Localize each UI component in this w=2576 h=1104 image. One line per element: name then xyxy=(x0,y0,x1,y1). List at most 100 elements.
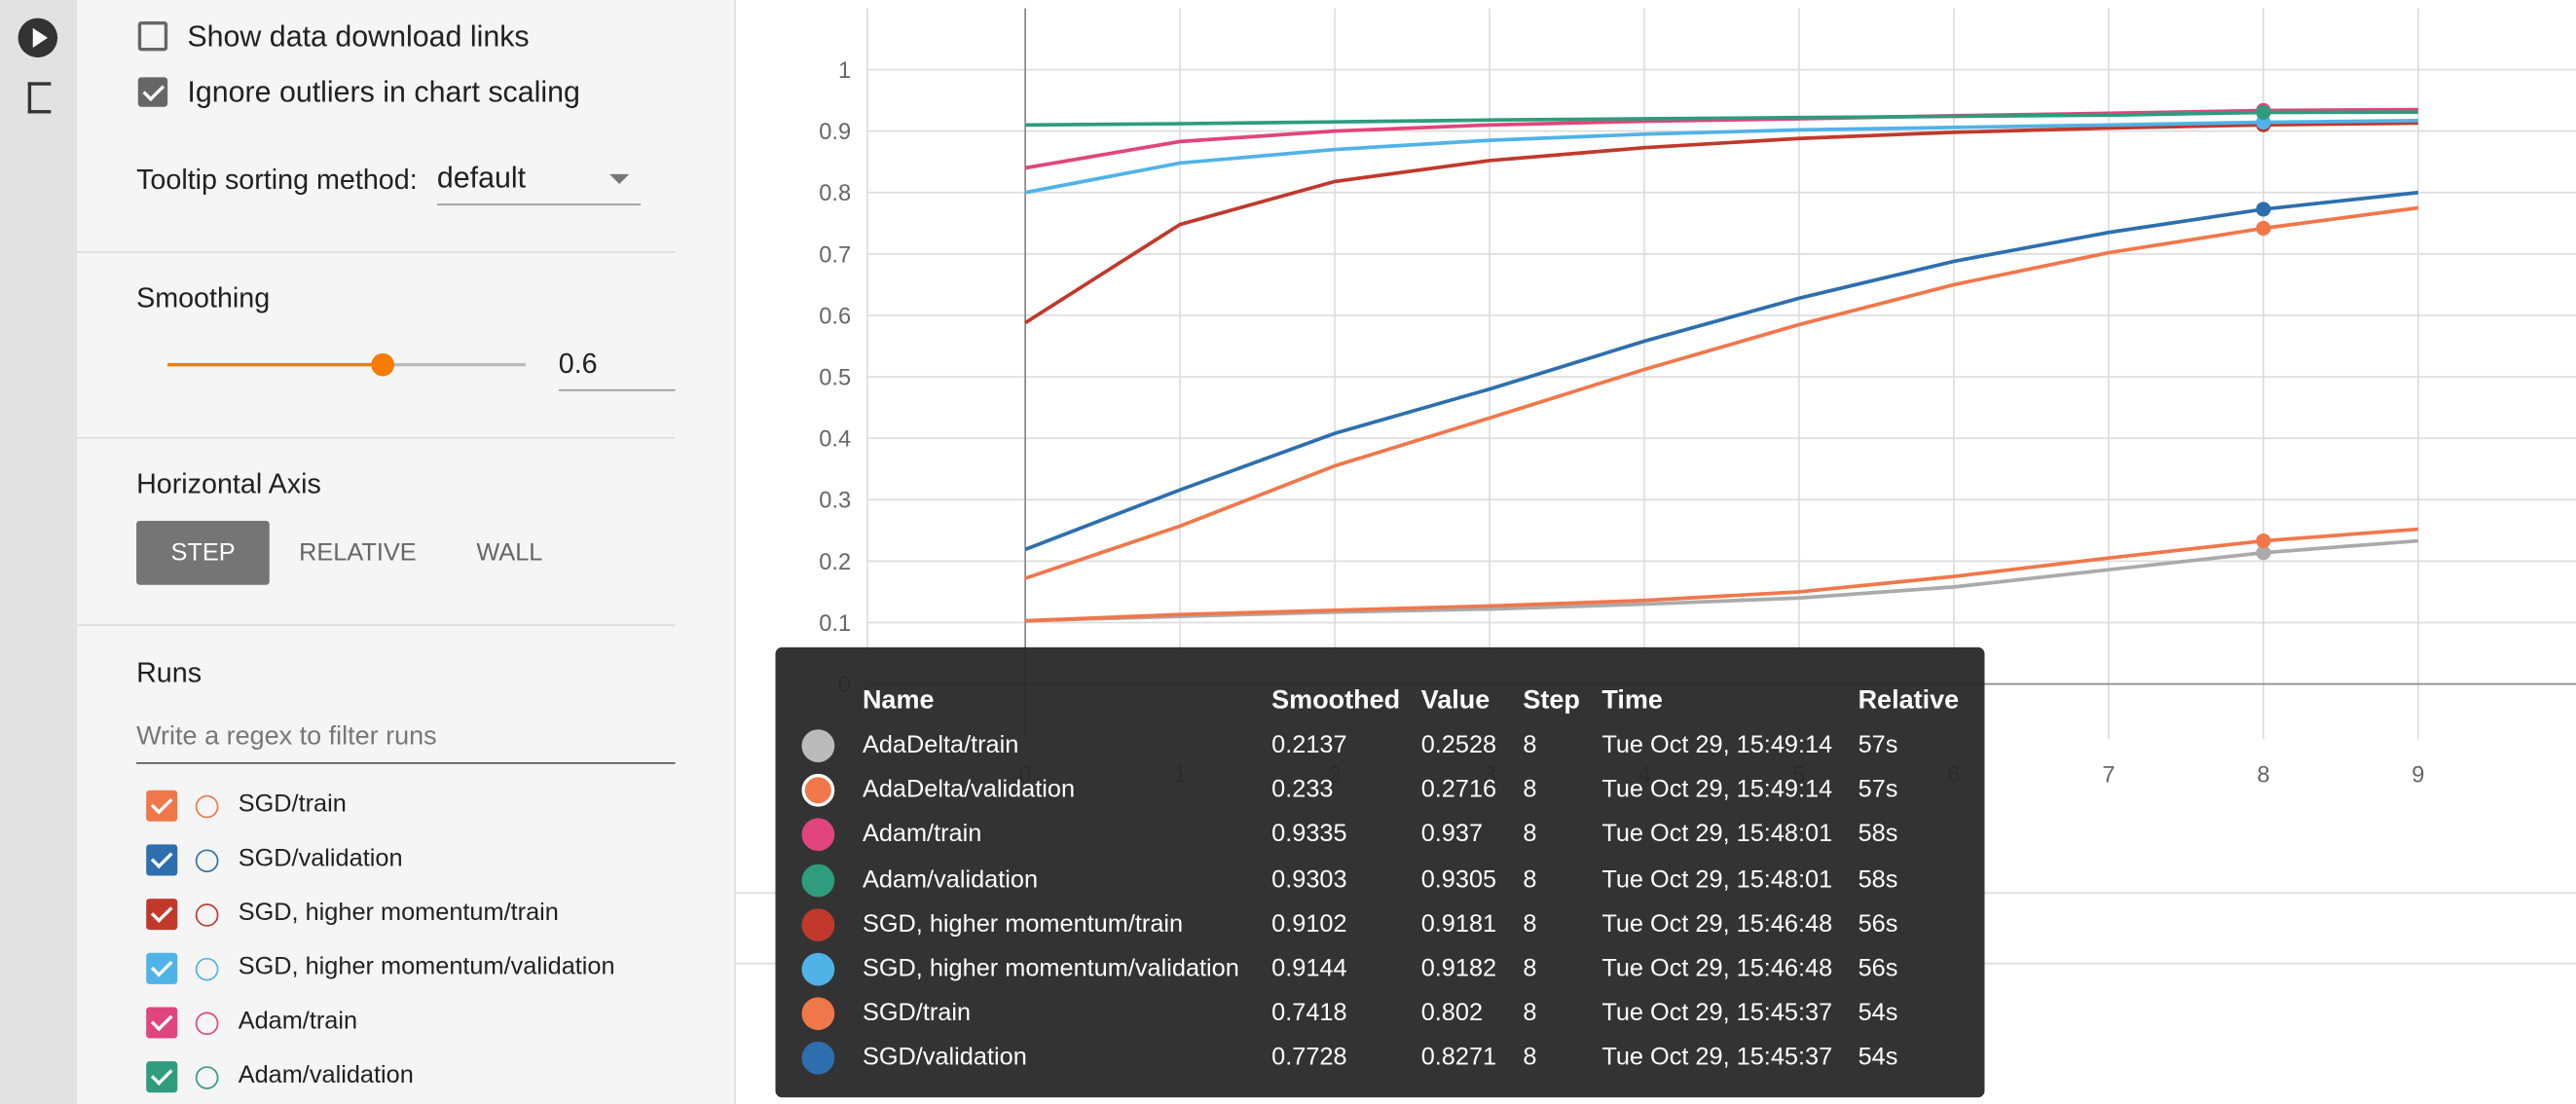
axis-option[interactable]: STEP xyxy=(136,520,271,585)
legend-entry: SGD, higher momentum/validation xyxy=(238,952,615,981)
tooltip: Name Smoothed Value Step Time Relative AdaDelt… xyxy=(775,646,1985,1098)
slider-thumb[interactable] xyxy=(371,352,394,377)
section-title: Smoothing xyxy=(136,282,271,314)
tooltip-cell: 8 xyxy=(1523,775,1537,804)
run-color[interactable] xyxy=(195,794,219,819)
x-tick-label: 7 xyxy=(2102,762,2115,788)
x-tick-label: 9 xyxy=(2411,762,2424,788)
run-dot xyxy=(801,774,835,807)
tooltip-cell: 8 xyxy=(1523,865,1537,894)
y-tick-label: 0.9 xyxy=(819,120,851,145)
y-tick-label: 0.1 xyxy=(819,611,851,637)
run-checkbox[interactable] xyxy=(146,952,178,984)
run-dot xyxy=(801,1042,835,1076)
series-line xyxy=(1024,121,2418,325)
logout-button[interactable] xyxy=(27,82,52,114)
tooltip-cell: 0.9181 xyxy=(1420,909,1497,938)
tooltip-cell: Tue Oct 29, 15:48:01 xyxy=(1601,820,1833,849)
run-color[interactable] xyxy=(195,1012,219,1036)
run-checkbox[interactable] xyxy=(146,899,178,931)
run-color[interactable] xyxy=(195,903,219,927)
y-tick-label: 0.7 xyxy=(819,242,851,268)
hover-point xyxy=(2256,220,2271,237)
tooltip-cell: 57s xyxy=(1858,775,1898,804)
tooltip-cell: 8 xyxy=(1523,730,1537,759)
hover-point xyxy=(2256,533,2271,549)
run-dot xyxy=(801,952,835,986)
hover-point xyxy=(2256,545,2271,561)
option-label: Ignore outliers in chart scaling xyxy=(187,75,580,109)
series-line xyxy=(1024,205,2419,580)
tooltip-cell: 54s xyxy=(1858,999,1898,1028)
tooltip-cell: Tue Oct 29, 15:46:48 xyxy=(1601,954,1833,983)
series-line xyxy=(1025,538,2418,623)
tooltip-cell: SGD/validation xyxy=(862,1044,1027,1072)
tooltip-cell: SGD, higher momentum/train xyxy=(862,909,1184,938)
legend-entry: SGD/validation xyxy=(238,844,403,873)
tooltip-cell: Tue Oct 29, 15:45:37 xyxy=(1601,999,1833,1028)
y-tick-label: 0.5 xyxy=(819,365,851,390)
divider xyxy=(77,436,676,439)
series-line xyxy=(1024,190,2419,552)
icon-rail xyxy=(0,0,78,1104)
tooltip-cell: 8 xyxy=(1523,1044,1537,1072)
hover-point xyxy=(2256,104,2271,121)
dropdown-arrow[interactable] xyxy=(609,173,630,184)
filter-input: Write a regex to filter runs xyxy=(136,723,676,764)
tooltip-cell: 0.2137 xyxy=(1271,730,1347,759)
tooltip-cell: 0.937 xyxy=(1420,820,1484,849)
run-button[interactable] xyxy=(18,18,58,58)
x-tick-label: 8 xyxy=(2257,762,2269,788)
checkbox[interactable] xyxy=(137,20,168,52)
run-dot xyxy=(801,729,835,762)
run-checkbox[interactable] xyxy=(146,1061,178,1093)
tooltip-cell: 58s xyxy=(1858,865,1898,894)
tooltip-cell: Tue Oct 29, 15:49:14 xyxy=(1601,775,1833,804)
section-title: Horizontal Axis xyxy=(136,467,321,499)
column-header: Time xyxy=(1601,686,1663,716)
label: Tooltip sorting method: xyxy=(136,164,418,196)
dropdown-value: default xyxy=(436,161,642,205)
tooltip-cell: 57s xyxy=(1858,730,1898,759)
section-title: Runs xyxy=(136,657,202,689)
y-tick-label: 0.3 xyxy=(819,489,851,514)
run-color[interactable] xyxy=(195,849,219,873)
divider xyxy=(77,624,676,626)
series-line xyxy=(1025,110,2418,128)
tooltip-cell: 0.9305 xyxy=(1420,865,1497,894)
column-header: Name xyxy=(862,686,935,716)
tooltip-cell: 0.2716 xyxy=(1420,775,1497,804)
checkbox[interactable] xyxy=(137,77,168,107)
tooltip-cell: 54s xyxy=(1858,1044,1898,1072)
legend-entry: SGD, higher momentum/train xyxy=(238,899,559,927)
tooltip-cell: 0.9335 xyxy=(1271,820,1347,849)
tooltip-cell: Tue Oct 29, 15:48:01 xyxy=(1601,865,1833,894)
option-label: Show data download links xyxy=(187,19,530,53)
tooltip-cell: 0.9182 xyxy=(1420,954,1497,983)
tooltip-cell: Tue Oct 29, 15:49:14 xyxy=(1601,730,1833,759)
tooltip-cell: 0.8271 xyxy=(1420,1044,1497,1072)
axis-option[interactable]: RELATIVE xyxy=(299,538,417,568)
slider-fill xyxy=(167,362,383,367)
tooltip-cell: AdaDelta/validation xyxy=(862,775,1076,804)
run-color[interactable] xyxy=(195,1066,219,1089)
axis-option[interactable]: WALL xyxy=(476,538,543,568)
tooltip-cell: 8 xyxy=(1523,820,1537,849)
tooltip-cell: Tue Oct 29, 15:45:37 xyxy=(1601,1044,1833,1072)
run-checkbox[interactable] xyxy=(146,844,178,876)
column-header: Relative xyxy=(1858,686,1960,716)
run-checkbox[interactable] xyxy=(146,1007,178,1039)
series-line xyxy=(1024,119,2418,195)
tooltip-cell: 0.2528 xyxy=(1420,730,1497,759)
tooltip-cell: 8 xyxy=(1523,909,1537,938)
series-line xyxy=(1025,527,2418,623)
run-checkbox[interactable] xyxy=(146,790,178,822)
tooltip-cell: Adam/validation xyxy=(862,865,1039,894)
run-dot xyxy=(801,819,835,852)
y-tick-label: 0.4 xyxy=(819,427,851,453)
run-color[interactable] xyxy=(195,957,219,981)
column-header: Step xyxy=(1523,686,1580,716)
tooltip-cell: 0.9144 xyxy=(1271,954,1347,983)
tooltip-cell: 58s xyxy=(1858,820,1898,849)
